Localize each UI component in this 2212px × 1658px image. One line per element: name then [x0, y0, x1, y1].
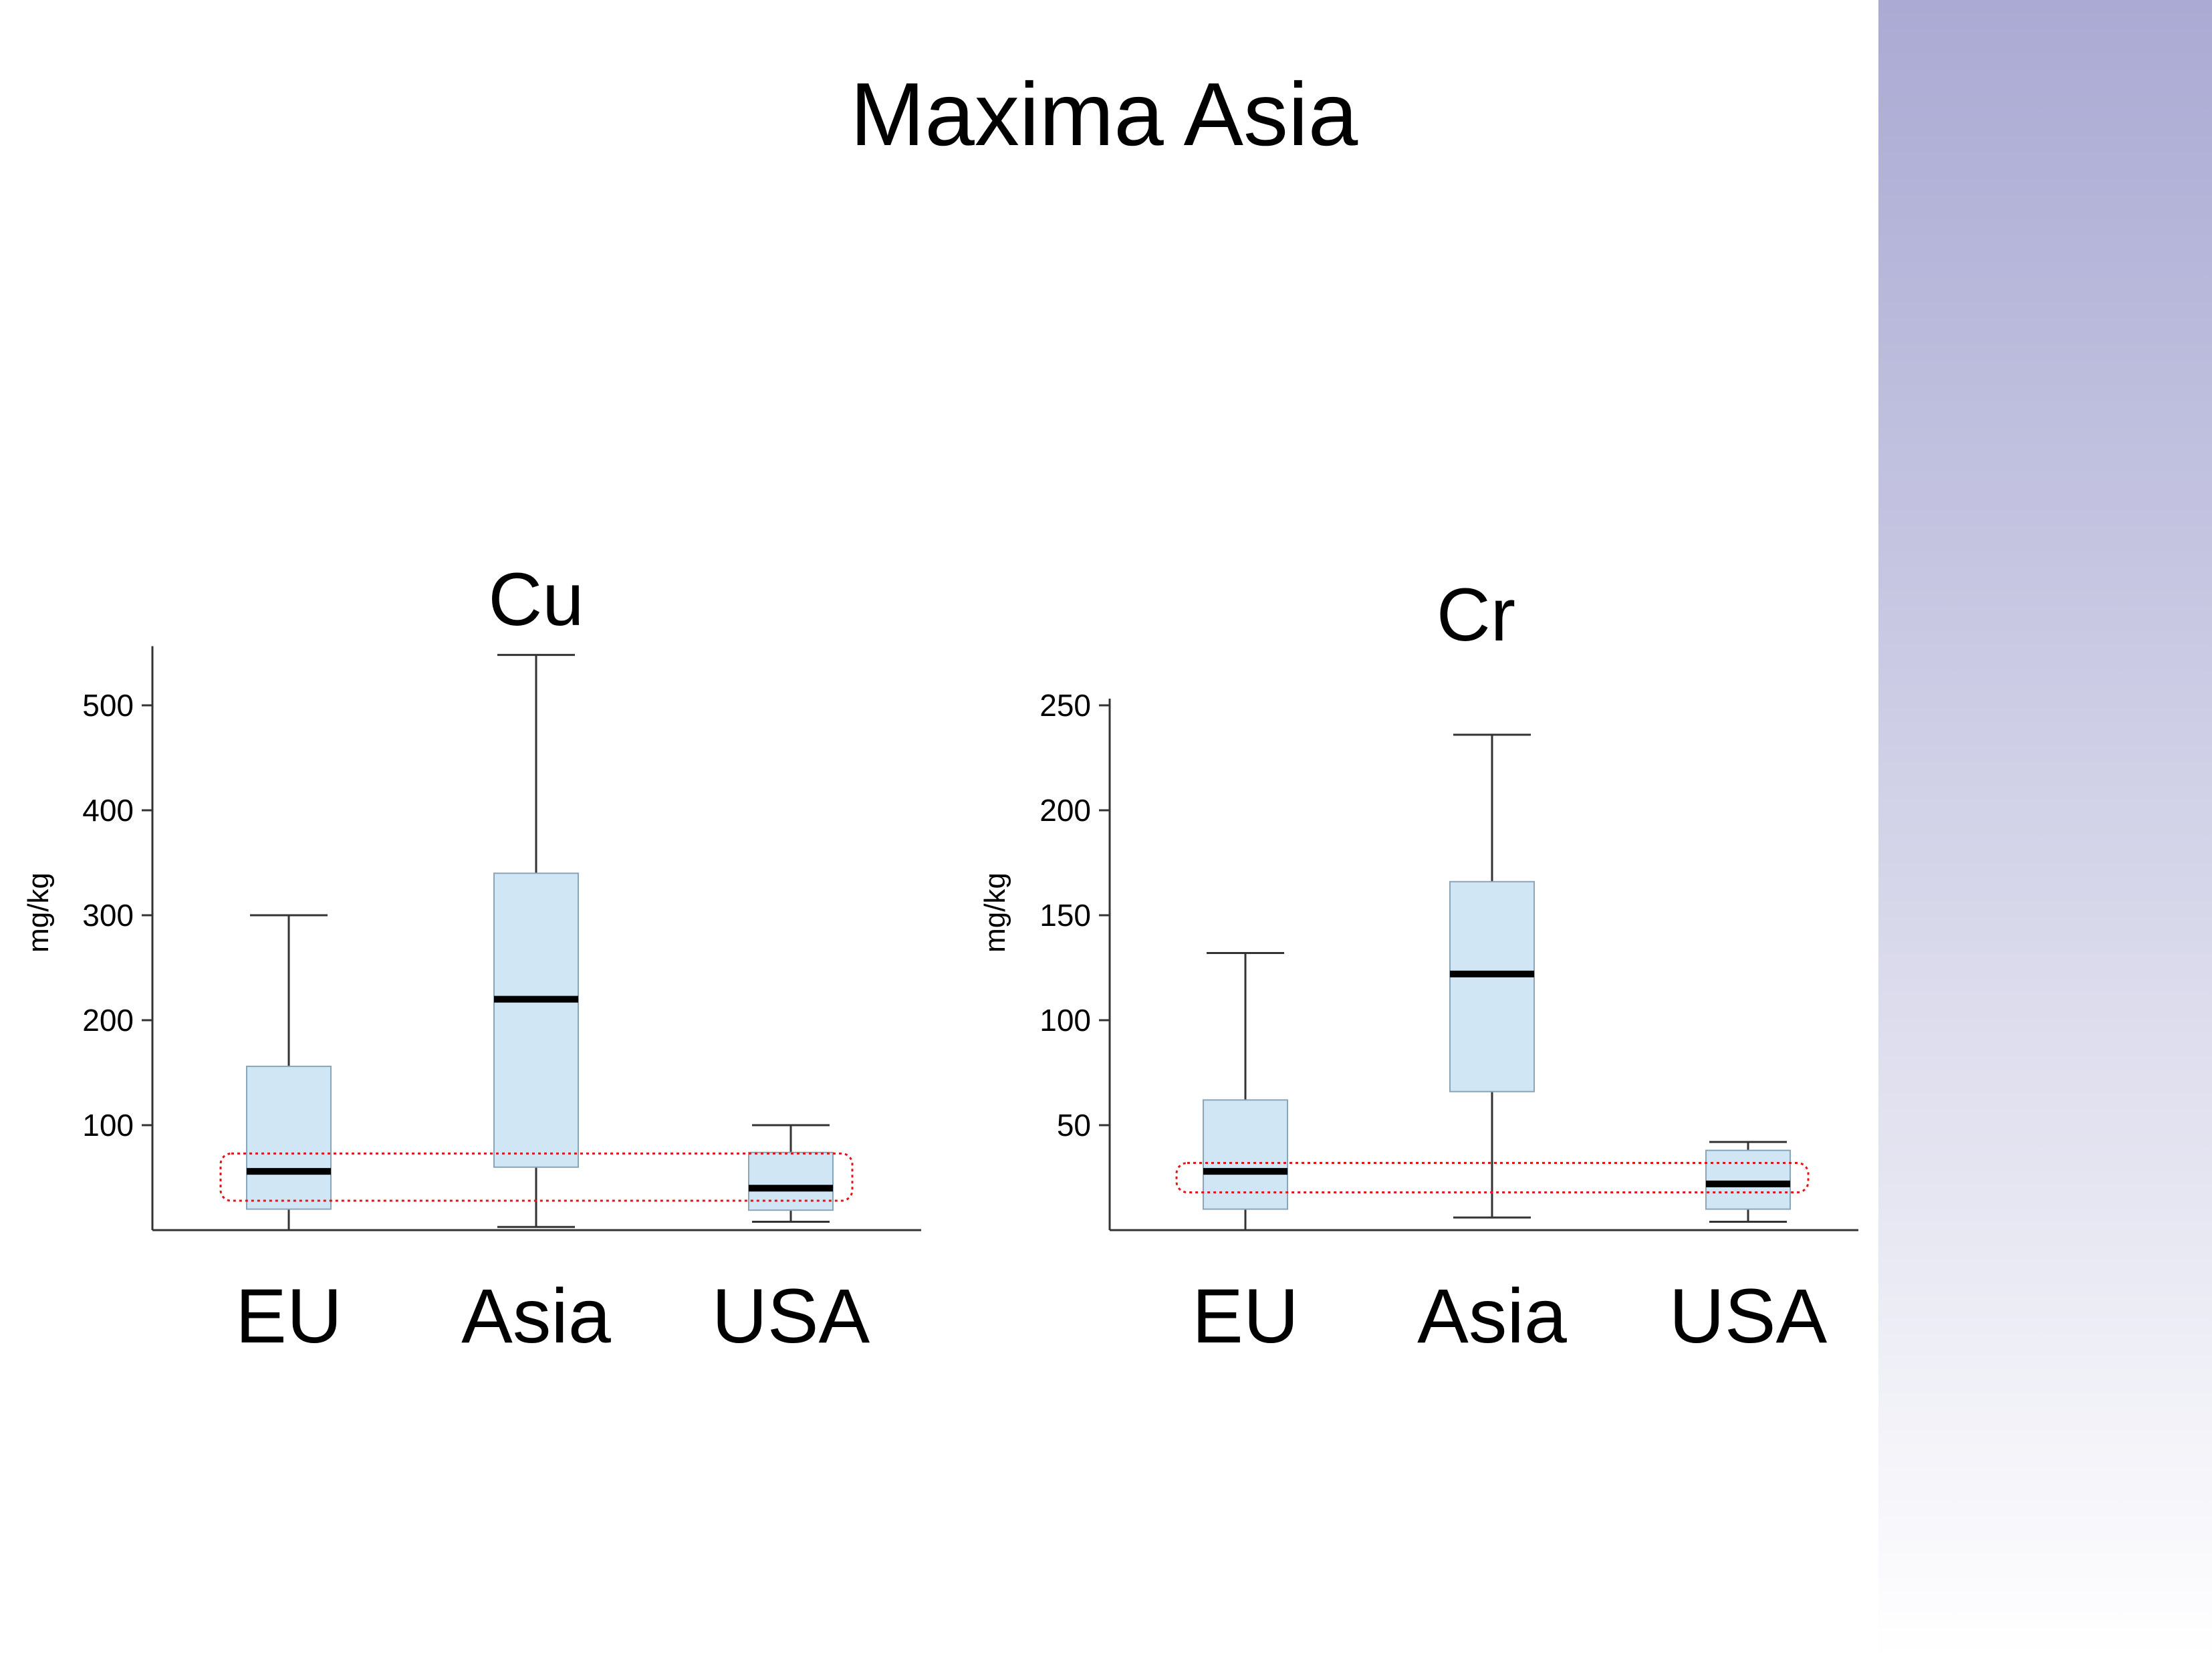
chart-cr-category-label-eu: EU: [1192, 1274, 1299, 1359]
chart-cu-category-label-asia: Asia: [461, 1274, 611, 1359]
chart-cu-y-tick-label: 300: [82, 898, 134, 933]
chart-cu-category-label-eu: EU: [235, 1274, 342, 1359]
decorative-side-band: [1878, 0, 2212, 1658]
chart-cr-category-label-usa: USA: [1669, 1274, 1828, 1359]
slide-title: Maxima Asia: [0, 70, 2212, 160]
chart-cu-highlight-box: [219, 1152, 854, 1202]
chart-cu-category-label-usa: USA: [712, 1274, 870, 1359]
chart-cu-usa-box: [748, 1151, 834, 1211]
chart-cr-y-tick-label: 100: [1039, 1003, 1091, 1038]
chart-cr-y-tick-label: 150: [1039, 898, 1091, 933]
chart-cu-y-tick-label: 400: [82, 793, 134, 828]
chart-cr-highlight-box: [1175, 1162, 1810, 1193]
chart-cu-asia-box: [493, 872, 579, 1168]
chart-cr-usa-box: [1705, 1149, 1791, 1210]
slide-title-text: Maxima Asia: [850, 65, 1358, 164]
chart-cr-asia-box: [1449, 880, 1535, 1092]
chart-cu-y-tick-label: 200: [82, 1003, 134, 1038]
chart-cr-title: Cr: [1437, 573, 1515, 657]
chart-cu-y-tick-label: 500: [82, 688, 134, 723]
chart-cu-y-tick-label: 100: [82, 1108, 134, 1143]
chart-cr-y-tick-label: 200: [1039, 793, 1091, 828]
chart-cu-eu-box: [246, 1066, 332, 1210]
chart-cu-y-axis-label: mg/kg: [22, 872, 55, 953]
chart-cr-eu-box: [1203, 1099, 1288, 1210]
chart-cr-y-tick-label: 250: [1039, 688, 1091, 723]
chart-cr-y-tick-label: 50: [1057, 1108, 1091, 1143]
chart-cr-y-axis-label: mg/kg: [979, 872, 1011, 953]
chart-cu-title: Cu: [488, 558, 584, 641]
chart-cr-category-label-asia: Asia: [1417, 1274, 1567, 1359]
